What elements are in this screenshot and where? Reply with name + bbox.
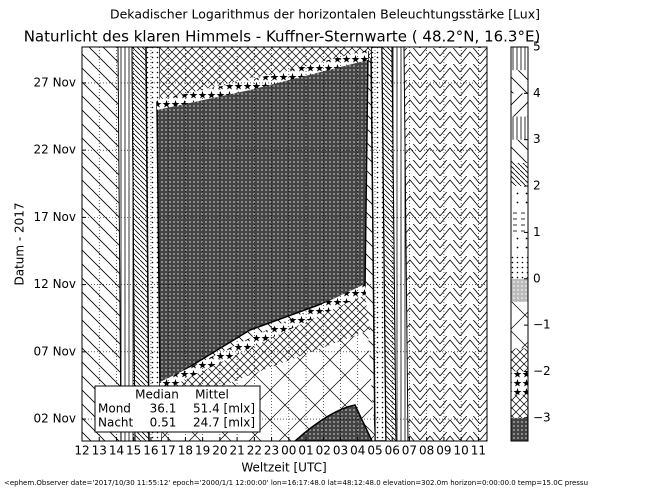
twilight-band: [370, 47, 387, 441]
colorbar-band: [511, 162, 528, 187]
night-region: [293, 404, 373, 441]
colorbar-band: [511, 139, 528, 163]
table-header: Median: [135, 388, 179, 402]
stats-table: Median Mittel Mond 36.1 51.4 [mlx] Nacht…: [94, 385, 261, 433]
plot-frame: [81, 46, 488, 442]
x-tick-label: 06: [385, 444, 400, 458]
x-tick-label: 02: [316, 444, 331, 458]
chart-subtitle: Naturlicht des klaren Himmels - Kuffner-…: [24, 28, 541, 46]
twilight-band: [131, 47, 150, 441]
x-tick-label: 04: [350, 444, 365, 458]
colorbar-frame: [510, 46, 529, 442]
x-tick-label: 01: [298, 444, 313, 458]
x-tick-label: 22: [247, 444, 262, 458]
x-tick-label: 20: [212, 444, 227, 458]
colorbar-band: [511, 186, 528, 210]
table-cell: 24.7 [mlx]: [193, 416, 255, 430]
x-tick-label: 11: [471, 444, 486, 458]
x-tick-label: 07: [402, 444, 417, 458]
table-cell: Mond: [98, 402, 131, 416]
y-tick-label: 17 Nov: [33, 210, 76, 224]
colorbar-band: [511, 301, 528, 326]
colorbar-band: [511, 278, 528, 302]
y-tick-label: 12 Nov: [33, 277, 76, 291]
chart-title: Dekadischer Logarithmus der horizontalen…: [110, 7, 540, 22]
colorbar-band: [511, 371, 528, 395]
table-cell: Nacht: [98, 416, 134, 430]
x-tick-label: 09: [436, 444, 451, 458]
colorbar-tick-label: 1: [533, 225, 541, 239]
x-tick-label: 13: [92, 444, 107, 458]
x-tick-label: 17: [161, 444, 176, 458]
table-header: Mittel: [195, 388, 229, 402]
x-tick-label: 19: [195, 444, 210, 458]
colorbar-band: [511, 348, 528, 372]
x-tick-label: 18: [178, 444, 193, 458]
colorbar-band: [511, 116, 528, 140]
twilight-band: [391, 47, 409, 441]
colorbar-tick-label: −3: [533, 410, 551, 424]
table-cell: 0.51: [150, 416, 177, 430]
x-tick-label: 21: [229, 444, 244, 458]
x-tick-label: 00: [281, 444, 296, 458]
y-tick-label: 27 Nov: [33, 75, 76, 89]
x-tick-label: 15: [126, 444, 141, 458]
colorbar-tick-label: 0: [533, 271, 541, 285]
footer: <ephem.Observer date='2017/10/30 11:55:1…: [4, 479, 588, 487]
colorbar-tick-label: 5: [533, 40, 541, 54]
table-box: [94, 385, 261, 433]
day-region: [400, 47, 487, 441]
y-tick-label: 07 Nov: [33, 344, 76, 358]
colorbar-band: [511, 209, 528, 233]
contour-field: [82, 47, 487, 441]
x-tick-label: 03: [333, 444, 348, 458]
moon-region: [160, 47, 371, 100]
colorbar-band: [511, 394, 528, 418]
colorbar-band: [511, 325, 528, 349]
colorbar-tick-label: 4: [533, 86, 541, 100]
colorbar-band: [511, 70, 528, 94]
colorbar-band: [511, 232, 528, 256]
twilight-band: [117, 47, 136, 441]
colorbar-band: [511, 417, 528, 441]
x-tick-label: 05: [367, 444, 382, 458]
x-tick-label: 12: [74, 444, 89, 458]
colorbar-tick-label: 3: [533, 132, 541, 146]
x-tick-label: 10: [454, 444, 469, 458]
table-cell: 51.4 [mlx]: [193, 402, 255, 416]
colorbar-band: [511, 93, 528, 117]
x-tick-label: 23: [264, 444, 279, 458]
y-tick-label: 02 Nov: [33, 412, 76, 426]
y-tick-label: 22 Nov: [33, 143, 76, 157]
colorbar-band: [511, 47, 528, 71]
y-axis-label: Datum - 2017: [13, 202, 27, 285]
colorbar-tick-label: −2: [533, 364, 551, 378]
moon-region: [160, 295, 370, 410]
colorbar-tick-label: 2: [533, 179, 541, 193]
moon-edge: [160, 284, 366, 392]
colorbar-band: [511, 255, 528, 279]
x-tick-label: 14: [109, 444, 124, 458]
x-axis-label: Weltzeit [UTC]: [241, 461, 326, 475]
colorbar-tick-label: −1: [533, 318, 551, 332]
x-tick-label: 16: [143, 444, 158, 458]
moon-edge: [157, 50, 368, 110]
table-cell: 36.1: [150, 402, 177, 416]
x-tick-label: 08: [419, 444, 434, 458]
